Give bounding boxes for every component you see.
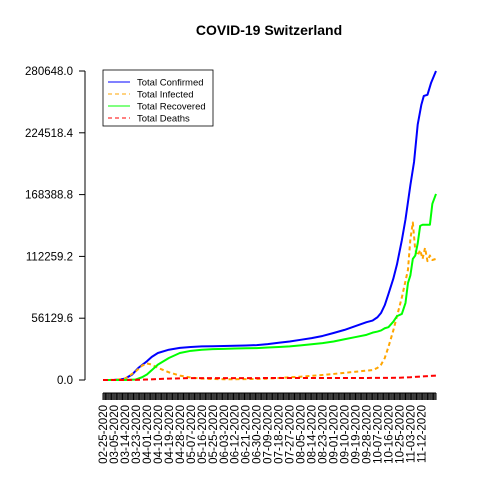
x-tick-label: 11-12-2020 <box>416 405 428 463</box>
x-tick-label: 06-30-2020 <box>252 405 264 464</box>
x-tick-label: 07-18-2020 <box>274 405 286 464</box>
x-tick-label: 02-25-2020 <box>98 405 110 464</box>
series-line-1 <box>102 70 437 381</box>
legend-label-2: Total Infected <box>137 90 194 101</box>
x-tick-label: 04-28-2020 <box>175 405 187 464</box>
x-tick-label: 10-16-2020 <box>383 405 395 464</box>
x-tick-label: 09-19-2020 <box>350 405 362 464</box>
x-tick-label: 10-25-2020 <box>394 405 406 464</box>
x-tick-label: 04-10-2020 <box>153 405 165 464</box>
x-tick-label: 04-01-2020 <box>142 405 154 464</box>
y-tick-label: 280648.0 <box>25 66 73 78</box>
x-tick-label: 11-03-2020 <box>405 405 417 463</box>
x-tick-label: 06-03-2020 <box>219 405 231 464</box>
y-tick-label: 168388.8 <box>25 190 73 202</box>
chart-title: COVID-19 Switzerland <box>196 22 342 38</box>
x-tick-label: 06-12-2020 <box>230 405 242 464</box>
x-tick-label: 03-14-2020 <box>120 405 132 464</box>
x-tick-label: 06-21-2020 <box>241 405 253 464</box>
x-tick-label: 08-05-2020 <box>296 405 308 464</box>
series-line-3 <box>103 193 437 381</box>
y-tick-label: 224518.4 <box>25 128 74 140</box>
x-tick-label: 08-23-2020 <box>318 405 330 464</box>
y-tick-label: 0.0 <box>57 375 73 387</box>
series-line-4 <box>102 374 437 381</box>
x-tick-label: 07-09-2020 <box>263 405 275 464</box>
x-tick-label: 09-28-2020 <box>361 405 373 464</box>
x-axis: 02-25-202003-05-202003-14-202003-23-2020… <box>98 392 437 464</box>
x-tick-label: 09-01-2020 <box>329 405 341 464</box>
x-tick-label: 05-16-2020 <box>197 405 209 464</box>
x-tick-label: 04-19-2020 <box>164 405 176 464</box>
x-tick-label: 08-14-2020 <box>307 405 319 464</box>
x-tick-label: 09-10-2020 <box>340 405 352 464</box>
x-tick-label: 05-25-2020 <box>208 405 220 464</box>
y-tick-label: 56129.6 <box>31 313 73 325</box>
x-tick-label: 05-07-2020 <box>186 405 198 464</box>
y-axis: 0.0 56129.6 112259.2 168388.8 224518.4 280648… <box>25 66 86 387</box>
legend-label-1: Total Confirmed <box>137 78 204 89</box>
legend-label-4: Total Deaths <box>137 114 190 125</box>
x-tick-label: 03-23-2020 <box>131 405 143 464</box>
x-tick-label: 03-05-2020 <box>109 405 121 464</box>
y-tick-label: 112259.2 <box>26 251 73 263</box>
series-group <box>102 70 437 381</box>
x-tick-label: 10-07-2020 <box>372 405 384 464</box>
legend-box <box>102 69 214 127</box>
legend-label-3: Total Recovered <box>137 102 206 113</box>
x-tick-label: 07-27-2020 <box>285 405 297 464</box>
